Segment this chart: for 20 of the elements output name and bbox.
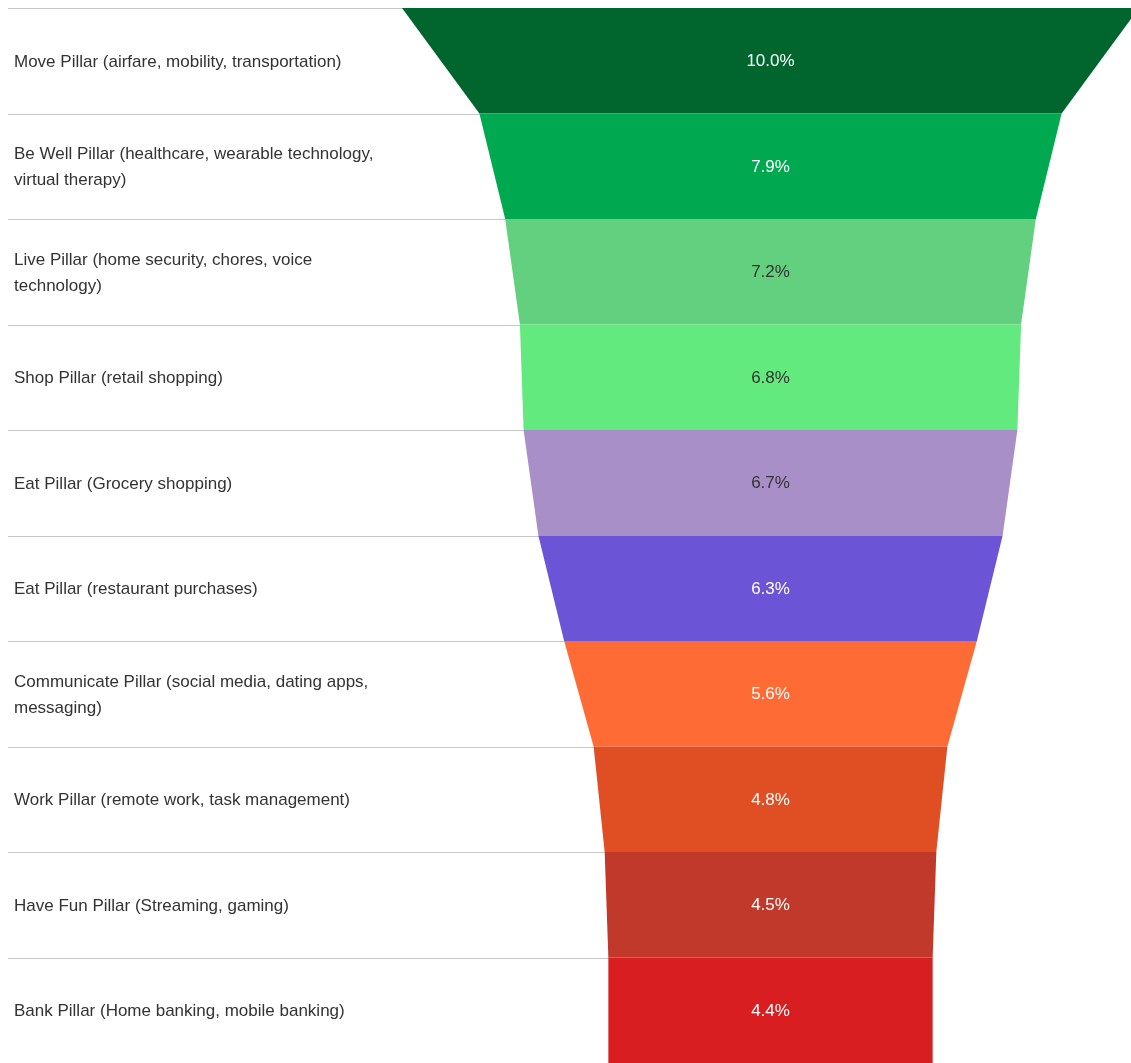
data-label: 7.9% xyxy=(750,156,790,176)
category-label: Live Pillar (home security, chores, voice technology) xyxy=(14,248,314,297)
data-label: 6.7% xyxy=(750,473,790,493)
data-label: 6.3% xyxy=(750,578,790,598)
data-label: 6.8% xyxy=(750,367,790,387)
category-label: Have Fun Pillar (Streaming, gaming) xyxy=(14,894,289,917)
category-label: Be Well Pillar (healthcare, wearable technology, virtual therapy) xyxy=(14,143,375,192)
data-label: 4.8% xyxy=(750,789,790,809)
category-label: Bank Pillar (Home banking, mobile banking) xyxy=(14,1000,345,1023)
data-label: 5.6% xyxy=(750,684,790,704)
category-label: Eat Pillar (restaurant purchases) xyxy=(14,578,258,601)
category-label: Eat Pillar (Grocery shopping) xyxy=(14,472,233,495)
data-label: 7.2% xyxy=(750,262,790,282)
category-label: Work Pillar (remote work, task management) xyxy=(14,789,351,812)
data-label: 10.0% xyxy=(745,51,795,71)
category-label: Move Pillar (airfare, mobility, transportation) xyxy=(14,50,342,73)
data-label: 4.5% xyxy=(750,895,790,915)
data-label: 4.4% xyxy=(750,1000,790,1020)
category-label: Communicate Pillar (social media, dating apps, messaging) xyxy=(14,670,370,719)
category-label: Shop Pillar (retail shopping) xyxy=(14,367,223,390)
